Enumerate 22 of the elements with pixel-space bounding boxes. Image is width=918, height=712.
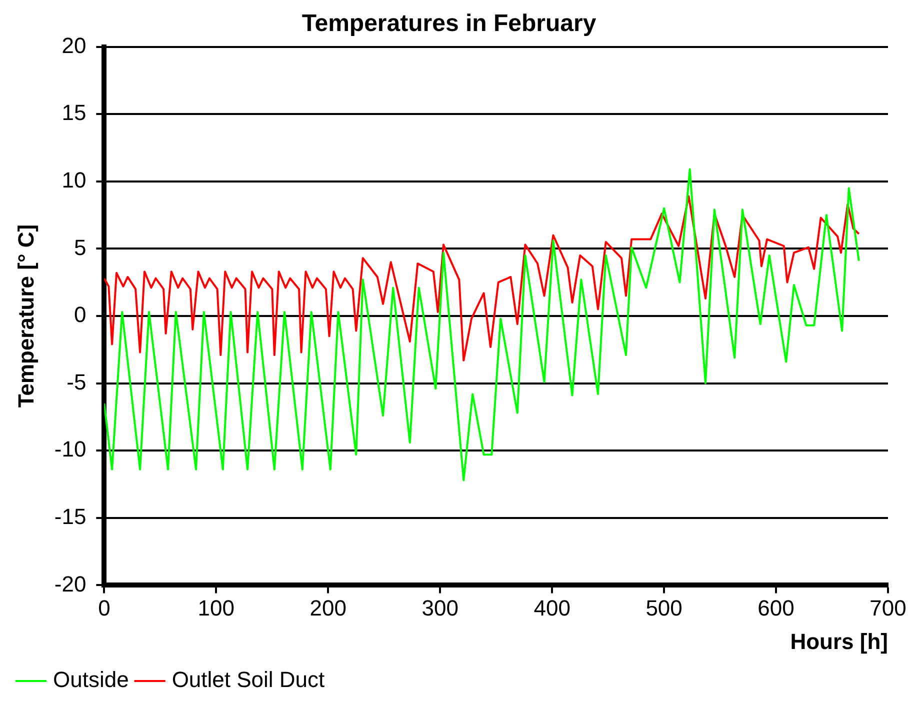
x-tick-label: 100: [198, 595, 235, 620]
y-tick-label: 10: [62, 167, 86, 192]
x-tick-label: 400: [534, 595, 570, 620]
y-tick-label: -15: [54, 504, 86, 529]
x-tick-label: 200: [310, 595, 346, 620]
y-tick-label: 5: [74, 234, 86, 260]
y-tick-label: -5: [66, 369, 86, 394]
y-tick-label: 20: [62, 32, 86, 58]
x-tick-label: 500: [646, 595, 682, 620]
x-tick-label: 600: [758, 595, 794, 620]
y-tick-label: 0: [74, 302, 86, 328]
y-tick-label: -20: [54, 571, 86, 596]
y-tick-label: 15: [62, 100, 86, 126]
x-axis-title: Hours [h]: [790, 628, 888, 654]
x-tick-label: 700: [870, 595, 906, 620]
x-tick-label: 0: [98, 595, 110, 620]
x-tick-label: 300: [422, 595, 458, 620]
y-tick-label: -10: [54, 436, 86, 462]
legend-label: Outside: [53, 667, 129, 692]
y-axis-title: Temperature [° C]: [13, 224, 38, 408]
legend-label: Outlet Soil Duct: [172, 667, 325, 692]
chart-title: Temperatures in February: [302, 10, 597, 38]
